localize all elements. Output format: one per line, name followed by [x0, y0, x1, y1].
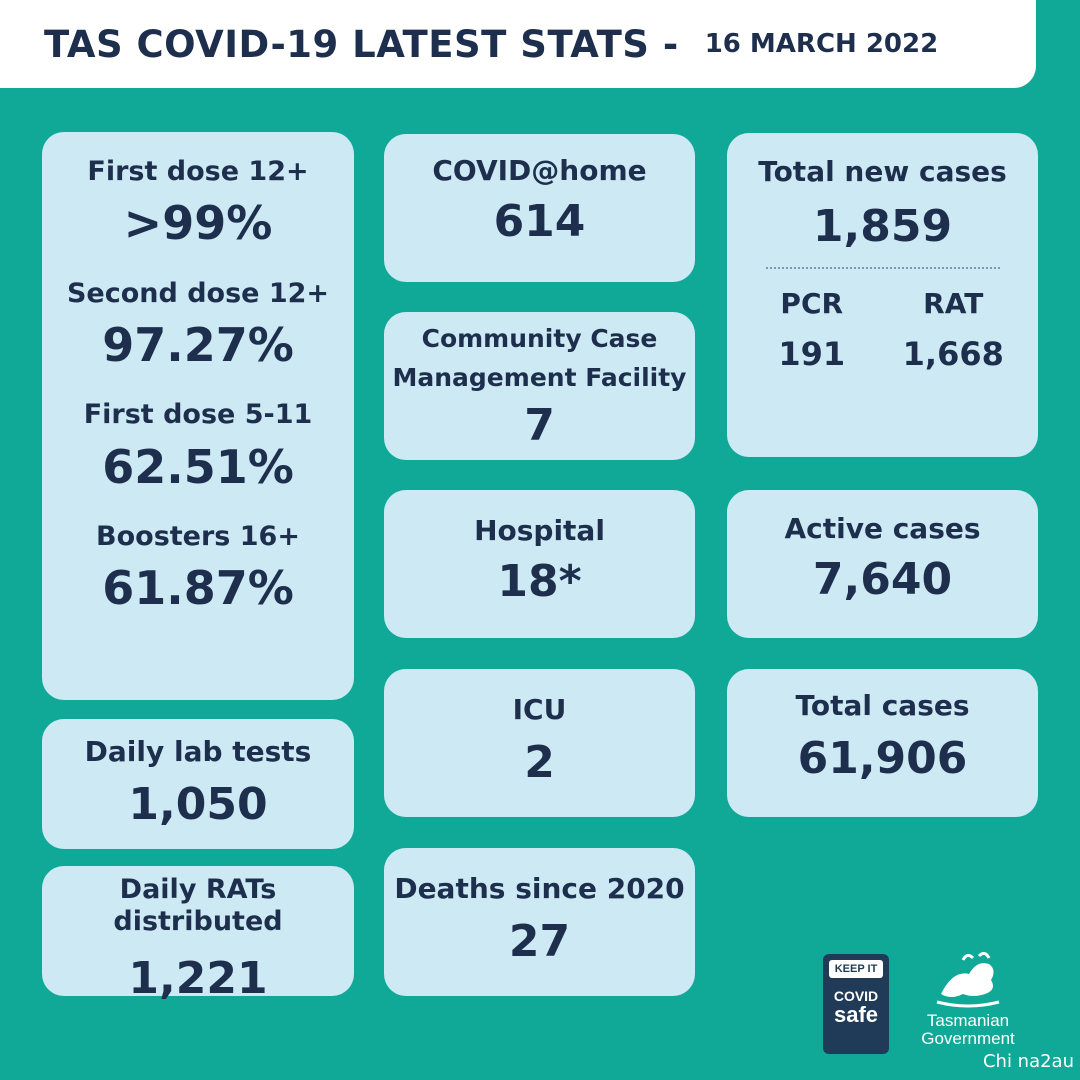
new-cases-value: 1,859 — [812, 200, 953, 252]
report-date: 16 MARCH 2022 — [704, 29, 939, 59]
covid-text: COVID — [833, 988, 879, 1004]
page-title: TAS COVID-19 LATEST STATS - — [44, 22, 679, 66]
new-cases-label: Total new cases — [758, 155, 1007, 188]
pcr-value: 191 — [778, 334, 846, 373]
rat-label: RAT — [923, 287, 984, 321]
total-cases-value: 61,906 — [797, 732, 968, 784]
tas-gov-line2: Government — [921, 1028, 1015, 1048]
deaths-card: Deaths since 2020 27 — [384, 848, 695, 996]
rat-column: RAT 1,668 — [893, 287, 1013, 373]
daily-rats-label: Daily RATs distributed — [113, 874, 283, 938]
daily-lab-tests-value: 1,050 — [128, 778, 268, 830]
tasmanian-devil-icon — [936, 951, 1000, 1008]
tasmanian-government-logo: Tasmanian Government — [905, 950, 1031, 1060]
header-banner: TAS COVID-19 LATEST STATS - 16 MARCH 202… — [0, 0, 1036, 88]
tas-gov-line1: Tasmanian — [926, 1011, 1010, 1030]
ccmf-card: Community Case Management Facility 7 — [384, 312, 695, 460]
hospital-card: Hospital 18* — [384, 490, 695, 638]
vaccination-card: First dose 12+ >99% Second dose 12+ 97.2… — [42, 132, 354, 700]
total-cases-label: Total cases — [795, 689, 970, 722]
total-cases-card: Total cases 61,906 — [727, 669, 1038, 817]
watermark: Chi na2au — [982, 1051, 1074, 1072]
case-breakdown: PCR 191 RAT 1,668 — [727, 287, 1038, 373]
covid-home-value: 614 — [493, 195, 586, 247]
active-cases-label: Active cases — [784, 512, 981, 545]
pcr-column: PCR 191 — [752, 287, 872, 373]
covid-home-label: COVID@home — [432, 154, 647, 187]
daily-rats-card: Daily RATs distributed 1,221 — [42, 866, 354, 1004]
keep-it-covid-safe-logo: KEEP IT COVID safe — [823, 954, 889, 1054]
first-dose-12-label: First dose 12+ — [87, 156, 309, 187]
hospital-value: 18* — [497, 555, 582, 607]
boosters-16-label: Boosters 16+ — [96, 520, 300, 552]
hospital-label: Hospital — [474, 514, 605, 547]
first-dose-5-11-label: First dose 5-11 — [83, 399, 313, 431]
ccmf-label-line2: Management Facility — [392, 362, 687, 392]
deaths-value: 27 — [508, 915, 571, 967]
deaths-label: Deaths since 2020 — [394, 872, 685, 905]
ccmf-value: 7 — [524, 399, 555, 451]
daily-lab-tests-card: Daily lab tests 1,050 — [42, 719, 354, 849]
new-cases-card: Total new cases 1,859 PCR 191 RAT 1,668 — [727, 133, 1038, 457]
icu-value: 2 — [524, 736, 555, 788]
first-dose-12-value: >99% — [123, 196, 273, 251]
dotted-divider — [765, 267, 1000, 270]
icu-label: ICU — [512, 693, 567, 726]
daily-rats-value: 1,221 — [128, 952, 268, 1004]
icu-card: ICU 2 — [384, 669, 695, 817]
pcr-label: PCR — [780, 287, 844, 321]
second-dose-12-label: Second dose 12+ — [66, 277, 330, 309]
active-cases-card: Active cases 7,640 — [727, 490, 1038, 638]
safe-text: safe — [833, 1002, 879, 1027]
second-dose-12-value: 97.27% — [102, 317, 294, 372]
boosters-16-value: 61.87% — [102, 561, 294, 616]
daily-lab-tests-label: Daily lab tests — [84, 735, 312, 768]
covid-home-card: COVID@home 614 — [384, 134, 695, 282]
rat-value: 1,668 — [902, 334, 1004, 373]
ccmf-label-line1: Community Case — [421, 324, 658, 353]
first-dose-5-11-value: 62.51% — [102, 439, 294, 494]
active-cases-value: 7,640 — [812, 553, 953, 605]
keep-it-text: KEEP IT — [829, 960, 883, 978]
